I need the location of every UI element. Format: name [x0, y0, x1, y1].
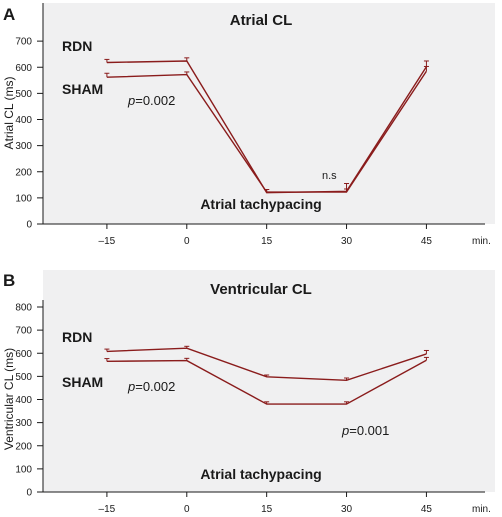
x-tick-label: 45 — [421, 504, 433, 515]
x-tick-label: 30 — [341, 236, 353, 247]
y-tick-label: 700 — [15, 326, 32, 337]
y-axis-label: Ventricular CL (ms) — [2, 348, 16, 450]
y-tick-label: 100 — [15, 464, 32, 475]
y-tick-label: 400 — [15, 395, 32, 406]
legend-sham: SHAM — [62, 374, 103, 390]
panel-letter: A — [3, 5, 15, 24]
series-layer — [104, 345, 429, 405]
x-axis-unit: min. — [472, 236, 491, 247]
y-tick-label: 100 — [15, 193, 32, 204]
panel-a-atrial-cl: A Atrial CL Atrial CL (ms) 0100200300400… — [2, 3, 495, 247]
x-tick-label: 30 — [341, 504, 353, 515]
x-tick-label: –15 — [99, 236, 116, 247]
chart-subtitle: Atrial tachypacing — [200, 196, 321, 212]
y-axis-label: Atrial CL (ms) — [2, 77, 16, 150]
x-tick-label: 15 — [261, 236, 273, 247]
annotation-p-value: p=0.002 — [127, 93, 175, 108]
chart-title: Ventricular CL — [210, 281, 312, 298]
y-tick-label: 800 — [15, 303, 32, 314]
plot-background — [43, 3, 495, 224]
y-ticks: 0 100 200 300 400 500 600 700 800 — [15, 303, 43, 499]
y-tick-label: 600 — [15, 63, 32, 74]
x-tick-label: 45 — [421, 236, 433, 247]
x-tick-label: 15 — [261, 504, 273, 515]
panel-b-ventricular-cl: B Ventricular CL Ventricular CL (ms) 0 10… — [2, 270, 495, 515]
y-tick-label: 200 — [15, 441, 32, 452]
x-ticks: –15 0 15 30 45 — [99, 492, 433, 515]
y-tick-label: 700 — [15, 37, 32, 48]
x-tick-label: 0 — [184, 504, 190, 515]
x-tick-label: –15 — [99, 504, 116, 515]
annotation-ns: n.s — [322, 170, 337, 182]
series-layer — [104, 57, 429, 194]
y-tick-label: 0 — [26, 488, 32, 499]
x-axis-unit: min. — [472, 504, 491, 515]
annotation-p-value-baseline: p=0.002 — [127, 379, 175, 394]
annotation-p-value-pacing: p=0.001 — [341, 423, 389, 438]
x-ticks: –15 0 15 30 45 — [99, 224, 433, 247]
legend-rdn: RDN — [62, 38, 92, 54]
y-tick-label: 600 — [15, 349, 32, 360]
y-ticks: 0 100 200 300 400 500 600 700 — [15, 37, 43, 231]
plot-background — [43, 270, 495, 492]
y-tick-label: 200 — [15, 167, 32, 178]
y-tick-label: 300 — [15, 418, 32, 429]
panel-letter: B — [3, 271, 15, 290]
legend-sham: SHAM — [62, 81, 103, 97]
chart-title: Atrial CL — [230, 12, 293, 29]
y-tick-label: 0 — [26, 220, 32, 231]
y-tick-label: 300 — [15, 141, 32, 152]
y-tick-label: 400 — [15, 115, 32, 126]
legend-rdn: RDN — [62, 329, 92, 345]
x-tick-label: 0 — [184, 236, 190, 247]
chart-subtitle: Atrial tachypacing — [200, 466, 321, 482]
y-tick-label: 500 — [15, 372, 32, 383]
y-tick-label: 500 — [15, 89, 32, 100]
